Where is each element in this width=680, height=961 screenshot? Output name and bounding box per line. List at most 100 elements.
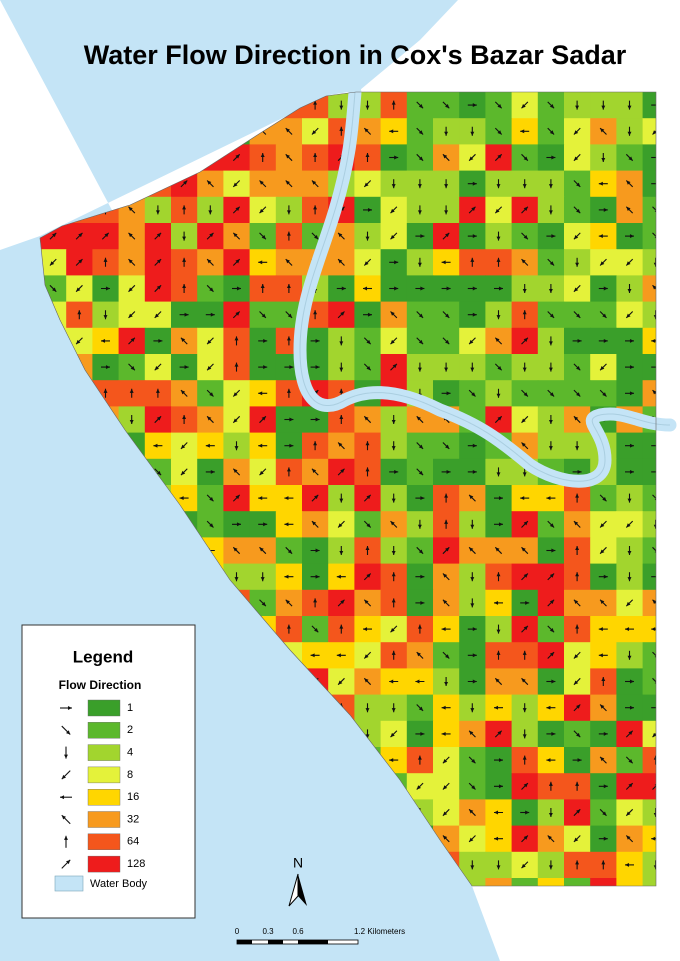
flow-arrow <box>389 129 399 134</box>
arrow-head <box>417 624 422 629</box>
arrow-head <box>289 417 294 422</box>
flow-arrow <box>365 100 370 110</box>
flow-arrow <box>546 548 556 553</box>
flow-arrow <box>337 520 345 528</box>
flow-arrow <box>652 546 656 555</box>
flow-arrow <box>232 522 241 527</box>
flow-arrow <box>310 338 320 343</box>
scale-bar: 0 0.3 0.6 1.2 Kilometers <box>235 927 405 945</box>
flow-arrow <box>61 770 71 780</box>
arrow-head <box>314 628 319 633</box>
arrow-head <box>390 732 395 738</box>
arrow-head <box>76 339 81 345</box>
flow-arrow <box>573 153 581 162</box>
arrow-head <box>286 467 291 472</box>
flow-arrow <box>61 814 71 825</box>
flow-arrow <box>521 782 529 790</box>
arrow-head <box>313 205 318 210</box>
flow-arrow <box>391 572 396 582</box>
arrow-head <box>364 654 369 659</box>
arrow-head <box>418 313 424 318</box>
flow-arrow <box>336 286 346 291</box>
flow-arrow <box>575 441 580 451</box>
flow-arrow <box>234 441 239 451</box>
arrow-head <box>445 339 450 345</box>
flow-arrow <box>415 731 425 736</box>
arrow-head <box>103 315 108 320</box>
arrow-head <box>389 758 394 763</box>
flow-arrow <box>547 258 555 266</box>
arrow-shaft <box>652 651 656 659</box>
arrow-head <box>394 286 399 291</box>
flow-arrow <box>337 232 345 240</box>
arrow-head <box>628 759 633 764</box>
arrow-head <box>389 679 394 684</box>
flow-arrow <box>417 362 422 372</box>
arrow-head <box>521 678 526 683</box>
flow-arrow <box>441 705 451 710</box>
flow-arrow <box>627 572 632 582</box>
arrow-head <box>472 653 477 658</box>
flow-cell <box>590 878 617 886</box>
flow-arrow <box>363 286 372 291</box>
flow-arrow <box>391 415 396 424</box>
arrow-head <box>66 859 71 865</box>
arrow-head <box>263 365 268 370</box>
arrow-head <box>626 261 631 266</box>
arrow-head <box>549 523 555 528</box>
arrow-head <box>627 498 632 503</box>
flow-arrow <box>232 153 241 162</box>
flow-arrow <box>547 520 555 528</box>
flow-arrow <box>441 469 451 474</box>
flow-arrow <box>415 286 425 291</box>
arrow-head <box>469 547 474 552</box>
arrow-head <box>551 155 556 160</box>
flow-arrow <box>416 337 424 345</box>
flow-arrow <box>652 232 656 240</box>
arrow-head <box>600 756 605 762</box>
arrow-head <box>651 836 656 841</box>
arrow-head <box>444 519 449 524</box>
flow-cell <box>642 327 656 355</box>
arrow-head <box>182 205 187 210</box>
arrow-head <box>522 310 527 315</box>
flow-cell <box>642 589 656 617</box>
arrow-head <box>418 156 424 161</box>
flow-arrow <box>311 625 319 633</box>
flow-arrow <box>598 338 608 343</box>
flow-arrow <box>336 574 346 579</box>
flow-arrow <box>390 625 398 633</box>
flow-arrow <box>573 363 581 371</box>
flow-arrow <box>625 234 634 239</box>
scale-bar-segment <box>268 940 283 944</box>
flow-arrow <box>286 467 291 477</box>
flow-arrow <box>601 677 606 686</box>
arrow-head <box>417 367 422 372</box>
arrow-head <box>549 130 555 135</box>
flow-arrow <box>154 232 162 240</box>
arrow-head <box>261 416 266 421</box>
flow-arrow <box>441 260 451 265</box>
flow-arrow <box>522 284 527 293</box>
flow-arrow <box>101 286 110 291</box>
flow-arrow <box>522 179 527 189</box>
flow-cell <box>616 878 644 886</box>
arrow-head <box>394 155 399 160</box>
flow-arrow <box>103 310 108 320</box>
flow-arrow <box>494 705 503 710</box>
arrow-head <box>420 234 425 239</box>
arrow-head <box>76 287 81 292</box>
arrow-head <box>469 837 474 842</box>
flow-arrow <box>179 496 189 501</box>
arrow-head <box>234 446 239 451</box>
arrow-head <box>469 156 474 161</box>
flow-arrow <box>60 706 72 710</box>
arrow-head <box>522 650 527 655</box>
arrow-head <box>525 600 530 605</box>
arrow-head <box>390 521 395 526</box>
arrow-head <box>339 624 344 629</box>
flow-arrow <box>573 180 581 188</box>
arrow-head <box>523 206 528 211</box>
arrow-head <box>105 365 110 370</box>
arrow-head <box>311 468 317 473</box>
